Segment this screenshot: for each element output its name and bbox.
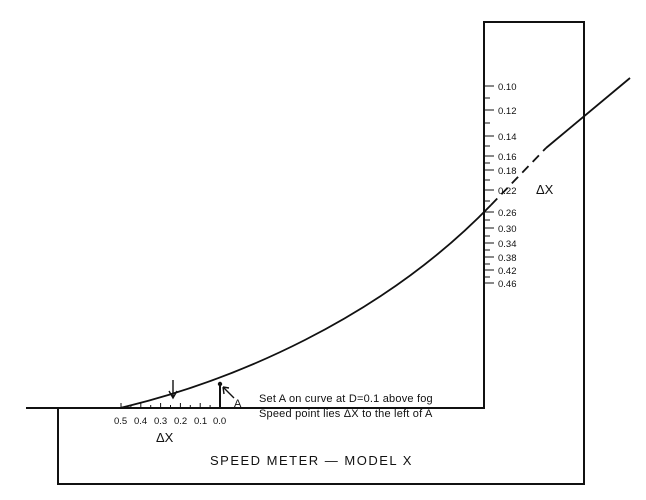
h-tick-label: 0.0 xyxy=(213,416,226,427)
h-tick-label: 0.1 xyxy=(194,416,207,427)
h-tick-label: 0.2 xyxy=(174,416,187,427)
vertical-scale-ticks xyxy=(484,85,494,284)
h-tick-label: 0.4 xyxy=(134,416,147,427)
h-tick-label: 0.3 xyxy=(154,416,167,427)
vertical-scale-title: ΔX xyxy=(536,182,554,197)
v-tick-label: 0.12 xyxy=(498,106,517,117)
v-tick-label: 0.14 xyxy=(498,132,517,143)
h-tick-label: 0.5 xyxy=(114,416,127,427)
point-a-dot xyxy=(217,381,223,387)
v-tick-label: 0.38 xyxy=(498,253,517,264)
v-tick-label: 0.18 xyxy=(498,166,517,177)
v-tick-label: 0.10 xyxy=(498,82,517,93)
v-tick-label: 0.42 xyxy=(498,266,517,277)
horizontal-scale-title: ΔX xyxy=(156,430,174,445)
v-tick-label: 0.30 xyxy=(498,224,517,235)
horizontal-scale-ticks xyxy=(120,403,221,408)
instruction-line-2: Speed point lies ΔX to the left of A xyxy=(259,408,433,420)
point-a-arrow xyxy=(222,386,235,399)
v-tick-label: 0.26 xyxy=(498,208,517,219)
v-tick-label: 0.22 xyxy=(498,186,517,197)
v-tick-label: 0.46 xyxy=(498,279,517,290)
curve-extension xyxy=(545,77,631,149)
device-title: SPEED METER — MODEL X xyxy=(210,453,413,468)
point-a-label: A xyxy=(234,398,242,410)
horizontal-scale-labels: 0.5 0.4 0.3 0.2 0.1 0.0 xyxy=(114,416,226,427)
speed-point-arrow xyxy=(168,380,178,400)
instruction-line-1: Set A on curve at D=0.1 above fog xyxy=(259,393,433,405)
vertical-scale-labels: 0.10 0.12 0.14 0.16 0.18 0.22 0.26 0.30 … xyxy=(498,82,517,290)
v-tick-label: 0.16 xyxy=(498,152,517,163)
curve-dashed-segment xyxy=(490,147,547,206)
v-tick-label: 0.34 xyxy=(498,239,517,250)
characteristic-curve xyxy=(119,204,492,409)
